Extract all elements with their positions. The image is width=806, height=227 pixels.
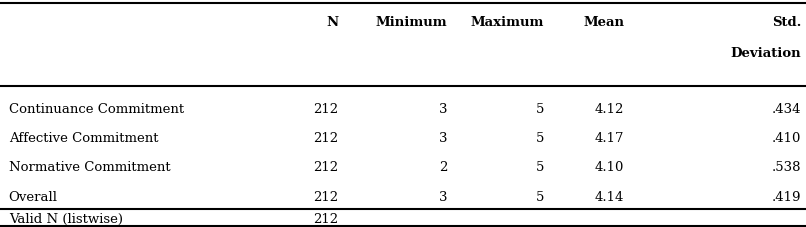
Text: .434: .434 <box>772 103 801 116</box>
Text: Valid N (listwise): Valid N (listwise) <box>9 212 123 225</box>
Text: 4.10: 4.10 <box>595 161 625 174</box>
Text: Std.: Std. <box>772 16 801 29</box>
Text: Overall: Overall <box>9 190 58 203</box>
Text: Continuance Commitment: Continuance Commitment <box>9 103 184 116</box>
Text: Maximum: Maximum <box>471 16 544 29</box>
Text: 4.12: 4.12 <box>595 103 625 116</box>
Text: 5: 5 <box>535 190 544 203</box>
Text: N: N <box>326 16 339 29</box>
Text: 4.14: 4.14 <box>595 190 625 203</box>
Text: 3: 3 <box>438 190 447 203</box>
Text: Deviation: Deviation <box>731 47 801 60</box>
Text: 5: 5 <box>535 132 544 145</box>
Text: 212: 212 <box>314 212 339 225</box>
Text: 5: 5 <box>535 103 544 116</box>
Text: 3: 3 <box>438 132 447 145</box>
Text: 212: 212 <box>314 103 339 116</box>
Text: .538: .538 <box>772 161 801 174</box>
Text: 212: 212 <box>314 161 339 174</box>
Text: 212: 212 <box>314 190 339 203</box>
Text: 2: 2 <box>439 161 447 174</box>
Text: 5: 5 <box>535 161 544 174</box>
Text: 4.17: 4.17 <box>595 132 625 145</box>
Text: Minimum: Minimum <box>376 16 447 29</box>
Text: 212: 212 <box>314 132 339 145</box>
Text: .410: .410 <box>772 132 801 145</box>
Text: Mean: Mean <box>584 16 625 29</box>
Text: 3: 3 <box>438 103 447 116</box>
Text: Affective Commitment: Affective Commitment <box>9 132 158 145</box>
Text: .419: .419 <box>772 190 801 203</box>
Text: Normative Commitment: Normative Commitment <box>9 161 170 174</box>
